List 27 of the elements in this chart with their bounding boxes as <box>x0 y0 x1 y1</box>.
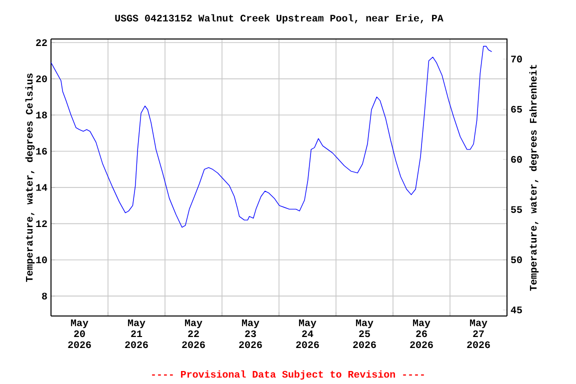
x-tick-label: May 24 2026 <box>296 320 319 348</box>
y2-tick-label: 70 <box>511 56 522 62</box>
line-series <box>51 46 492 228</box>
y-tick-label: 20 <box>36 75 47 82</box>
y2-tick-label: 60 <box>511 156 522 163</box>
y-tick-label: 16 <box>36 148 47 155</box>
y-tick-label: 14 <box>36 184 48 191</box>
y-tick-label: 22 <box>36 39 47 46</box>
chart-title: USGS 04213152 Walnut Creek Upstream Pool, near Erie, PA <box>115 14 444 24</box>
y-tick-label: 12 <box>36 220 47 227</box>
x-tick-label: May 27 2026 <box>467 320 490 348</box>
y-tick-label: 18 <box>36 112 47 118</box>
y2-tick-label: 45 <box>510 306 522 314</box>
x-tick-label: May 23 2026 <box>239 320 262 348</box>
y2-axis-title: Temperature, water, degrees Fahrenheit <box>529 64 539 291</box>
y-tick-label: 8 <box>42 292 47 300</box>
x-tick-label: May 25 2026 <box>353 320 376 348</box>
y2-tick-label: 55 <box>511 206 522 213</box>
text: ---- Provisional Data Subject to Revision ---- <box>152 370 424 380</box>
x-tick-label: May 26 2026 <box>410 320 433 348</box>
x-tick-label: May 22 2026 <box>182 320 205 348</box>
y2-tick-label: 65 <box>511 106 522 113</box>
x-tick-label: May 20 2026 <box>68 320 91 348</box>
y-axis-title: Temperature, water, degrees Celsius <box>25 74 35 282</box>
y-tick-label: 10 <box>36 256 47 264</box>
x-tick-label: May 21 2026 <box>125 320 148 348</box>
y2-tick-label: 50 <box>511 256 522 264</box>
